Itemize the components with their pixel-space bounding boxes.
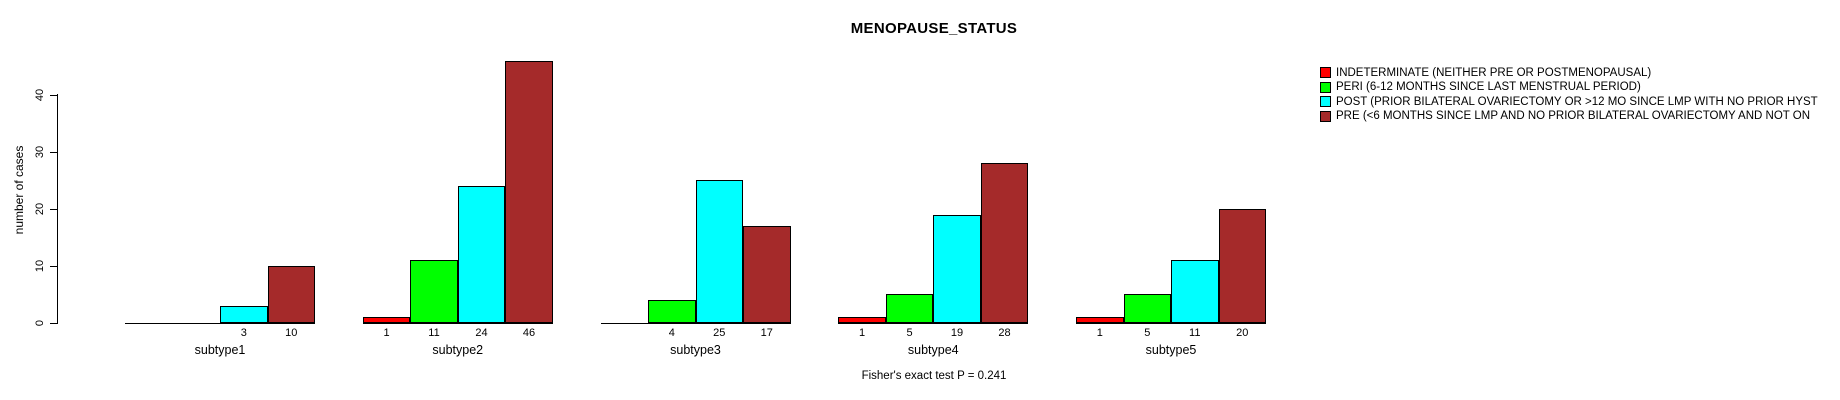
group-baseline [125, 323, 315, 324]
legend-swatch-peri [1320, 81, 1331, 93]
y-tick-label: 40 [34, 88, 46, 102]
bar-value-label: 5 [906, 327, 913, 339]
bar-value-label: 19 [950, 327, 964, 339]
group-baseline [600, 323, 791, 324]
bar-indeterminate-subtype2 [362, 317, 411, 323]
legend-label-indeterminate: INDETERMINATE (NEITHER PRE OR POSTMENOPA… [1336, 66, 1652, 79]
bar-post-subtype4 [933, 215, 981, 323]
y-axis-label: number of cases [12, 145, 26, 235]
bar-post-subtype5 [1171, 260, 1219, 323]
y-tick-label: 20 [34, 202, 46, 216]
fisher-test-annotation: Fisher's exact test P = 0.241 [861, 370, 1007, 382]
bar-value-label: 1 [858, 327, 866, 339]
bar-value-label: 11 [1189, 327, 1201, 339]
bar-pre-subtype4 [980, 163, 1029, 323]
x-category-label-subtype2: subtype2 [432, 343, 484, 357]
bar-peri-subtype4 [885, 294, 934, 323]
bar-peri-subtype3 [648, 300, 696, 323]
group-baseline [1076, 323, 1266, 324]
bar-value-label: 10 [285, 327, 298, 339]
y-tick-label: 10 [34, 259, 46, 273]
y-tick-mark [50, 208, 57, 210]
legend-item-indeterminate: INDETERMINATE (NEITHER PRE OR POSTMENOPA… [1320, 64, 1652, 79]
bar-pre-subtype2 [505, 61, 553, 323]
bar-value-label: 17 [760, 327, 773, 339]
y-tick-mark [50, 151, 57, 153]
bar-value-label: 5 [1144, 327, 1151, 339]
y-tick-mark [50, 265, 57, 267]
y-tick-mark [50, 322, 57, 324]
bar-value-label: 1 [1096, 327, 1103, 339]
legend-label-post: POST (PRIOR BILATERAL OVARIECTOMY OR >12… [1336, 95, 1818, 108]
bar-indeterminate-subtype4 [838, 317, 886, 323]
legend-item-peri: PERI (6-12 MONTHS SINCE LAST MENSTRUAL P… [1320, 79, 1641, 93]
legend-item-pre: PRE (<6 MONTHS SINCE LMP AND NO PRIOR BI… [1320, 108, 1810, 122]
y-axis-line [57, 94, 58, 324]
bar-post-subtype2 [457, 186, 506, 323]
legend-item-post: POST (PRIOR BILATERAL OVARIECTOMY OR >12… [1320, 93, 1818, 108]
chart-title: MENOPAUSE_STATUS [850, 20, 1018, 37]
group-baseline [362, 323, 553, 324]
x-category-label-subtype5: subtype5 [1145, 343, 1197, 357]
bar-peri-subtype2 [410, 260, 458, 323]
bar-post-subtype3 [695, 180, 743, 323]
y-tick-mark [50, 94, 57, 96]
bar-indeterminate-subtype5 [1076, 317, 1124, 323]
legend-label-pre: PRE (<6 MONTHS SINCE LMP AND NO PRIOR BI… [1336, 110, 1811, 123]
y-tick-label: 0 [34, 319, 46, 327]
group-baseline [838, 323, 1029, 324]
legend-label-peri: PERI (6-12 MONTHS SINCE LAST MENSTRUAL P… [1336, 81, 1641, 94]
x-category-label-subtype4: subtype4 [907, 343, 959, 357]
bar-peri-subtype5 [1123, 294, 1171, 323]
bar-pre-subtype1 [267, 266, 315, 323]
bar-value-label: 20 [1236, 327, 1249, 339]
bar-pre-subtype5 [1218, 209, 1266, 323]
x-category-label-subtype3: subtype3 [670, 343, 721, 357]
bar-value-label: 1 [383, 327, 390, 339]
x-category-label-subtype1: subtype1 [194, 343, 246, 357]
bar-value-label: 46 [522, 327, 536, 339]
bar-value-label: 11 [428, 327, 440, 339]
bar-value-label: 25 [713, 327, 726, 339]
bar-value-label: 3 [240, 327, 247, 339]
bar-value-label: 24 [475, 327, 488, 339]
bar-value-label: 28 [998, 327, 1011, 339]
bar-post-subtype1 [220, 306, 268, 323]
legend-swatch-indeterminate [1320, 67, 1331, 79]
y-tick-label: 30 [34, 145, 46, 159]
legend-swatch-pre [1320, 110, 1331, 122]
bar-pre-subtype3 [743, 226, 791, 323]
legend-swatch-post [1320, 96, 1331, 108]
bar-value-label: 4 [668, 327, 675, 339]
